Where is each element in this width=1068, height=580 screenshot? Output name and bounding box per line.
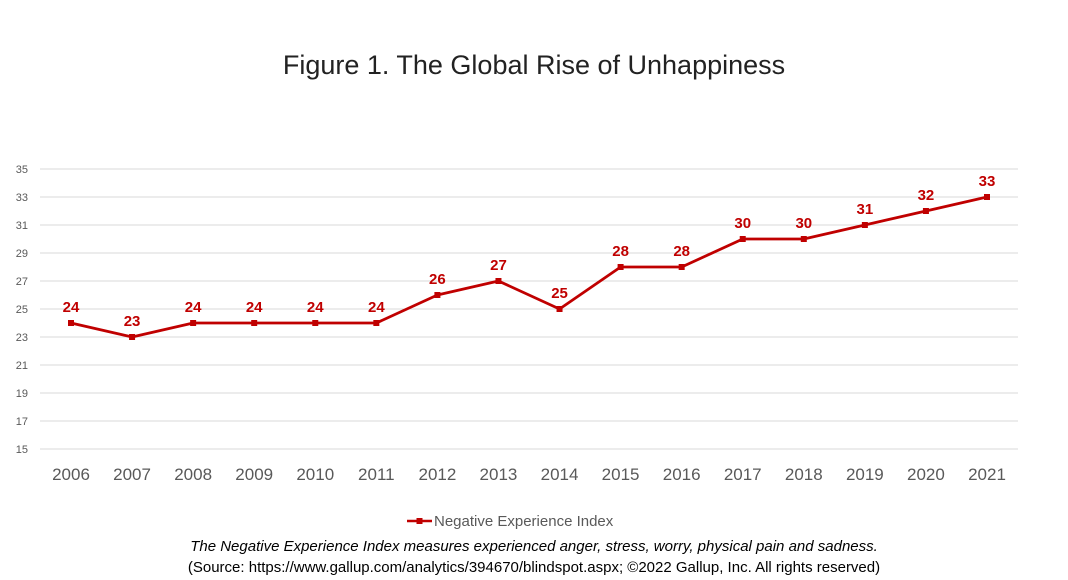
y-tick-label: 17 <box>16 416 28 428</box>
y-tick-label: 23 <box>16 332 28 344</box>
chart-title: Figure 1. The Global Rise of Unhappiness <box>283 50 785 80</box>
x-tick-label: 2013 <box>480 465 518 484</box>
x-tick-label: 2010 <box>296 465 334 484</box>
x-tick-label: 2008 <box>174 465 212 484</box>
data-label: 24 <box>246 299 263 316</box>
data-label: 31 <box>857 201 874 218</box>
data-point <box>190 320 197 326</box>
x-tick-label: 2020 <box>907 465 945 484</box>
x-tick-label: 2016 <box>663 465 701 484</box>
x-tick-label: 2009 <box>235 465 273 484</box>
x-tick-label: 2014 <box>541 465 579 484</box>
data-label: 24 <box>63 299 80 316</box>
legend-marker-icon <box>416 518 423 524</box>
footnote-source: (Source: https://www.gallup.com/analytic… <box>187 559 881 576</box>
legend: Negative Experience Index <box>407 513 614 530</box>
data-label: 27 <box>490 257 507 274</box>
y-tick-label: 31 <box>16 220 28 232</box>
data-point <box>800 236 807 242</box>
x-axis-ticks: 2006 2007 2008 2009 2010 2011 2012 2013 2014 2015… <box>52 465 1006 484</box>
data-label: 32 <box>918 187 935 204</box>
y-tick-label: 19 <box>16 388 28 400</box>
series-negative-experience-index <box>68 194 990 340</box>
data-point <box>617 264 624 270</box>
data-label: 25 <box>551 285 568 302</box>
gridlines <box>40 168 1018 450</box>
data-point <box>739 236 746 242</box>
x-tick-label: 2017 <box>724 465 762 484</box>
y-tick-label: 35 <box>16 164 28 176</box>
data-point <box>129 334 136 340</box>
data-label: 33 <box>979 173 996 190</box>
data-label: 28 <box>673 243 690 260</box>
x-tick-label: 2007 <box>113 465 151 484</box>
y-tick-label: 15 <box>16 444 28 456</box>
x-tick-label: 2015 <box>602 465 640 484</box>
x-tick-label: 2019 <box>846 465 884 484</box>
data-point <box>984 194 990 200</box>
data-label: 24 <box>307 299 324 316</box>
data-label: 30 <box>795 215 812 232</box>
data-point <box>495 278 502 284</box>
data-label: 28 <box>612 243 629 260</box>
x-tick-label: 2021 <box>968 465 1006 484</box>
y-axis-ticks: 15 17 19 21 23 25 27 29 31 33 35 <box>16 164 28 456</box>
y-tick-label: 33 <box>16 192 28 204</box>
footnote-description: The Negative Experience Index measures e… <box>190 538 878 555</box>
legend-label: Negative Experience Index <box>434 513 614 530</box>
data-point <box>68 320 74 326</box>
y-tick-label: 21 <box>16 360 28 372</box>
series-line <box>70 195 988 339</box>
data-label: 24 <box>368 299 385 316</box>
y-tick-label: 27 <box>16 276 28 288</box>
x-tick-label: 2006 <box>52 465 90 484</box>
data-label: 23 <box>124 313 141 330</box>
data-labels: 24 23 24 24 24 24 26 27 25 28 28 30 30 31 32 33 <box>63 173 996 330</box>
x-tick-label: 2018 <box>785 465 823 484</box>
y-tick-label: 29 <box>16 248 28 260</box>
data-point <box>556 306 563 312</box>
data-point <box>922 208 929 214</box>
y-tick-label: 25 <box>16 304 28 316</box>
data-point <box>312 320 319 326</box>
x-tick-label: 2012 <box>418 465 456 484</box>
x-tick-label: 2011 <box>358 465 395 484</box>
data-point <box>251 320 258 326</box>
data-point <box>434 292 441 298</box>
data-point <box>678 264 685 270</box>
data-point <box>861 222 868 228</box>
data-label: 30 <box>734 215 751 232</box>
data-label: 24 <box>185 299 202 316</box>
data-point <box>373 320 380 326</box>
data-label: 26 <box>429 271 446 288</box>
